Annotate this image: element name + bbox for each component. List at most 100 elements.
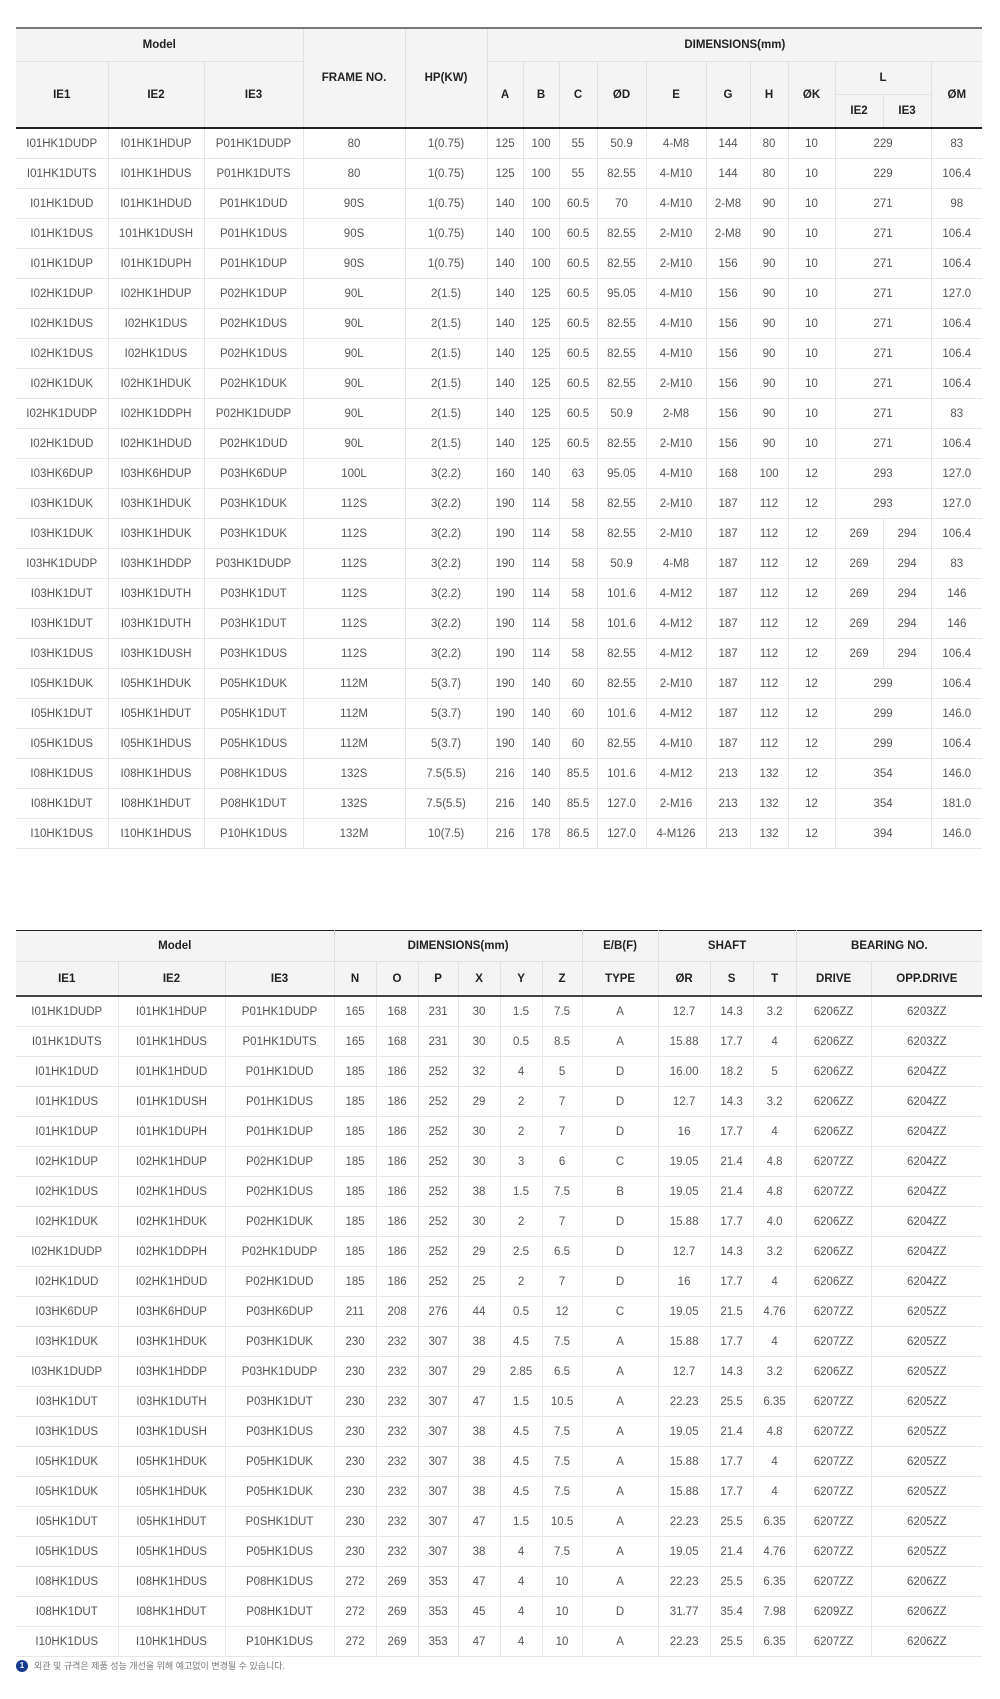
cell-o: 186 <box>375 1176 419 1207</box>
cell-b: 114 <box>522 578 560 609</box>
table-row: I05HK1DUT I05HK1HDUT P0SHK1DUT 230 232 307 47 1… <box>16 1506 983 1537</box>
cell-m: 181.0 <box>930 788 983 819</box>
cell-b: 140 <box>522 728 560 759</box>
cell-type: D <box>581 1056 659 1087</box>
cell-drive: 6206ZZ <box>795 1026 872 1057</box>
cell-o: 269 <box>375 1596 419 1627</box>
cell-ie2: I08HK1HDUT <box>117 1596 226 1627</box>
cell-y: 0.5 <box>499 1296 543 1327</box>
cell-opp-drive: 6206ZZ <box>870 1566 983 1597</box>
cell-ie1: I02HK1DUDP <box>16 1236 119 1267</box>
cell-g: 156 <box>705 368 751 399</box>
cell-b: 114 <box>522 548 560 579</box>
table-row: I01HK1DUTS I01HK1HDUS P01HK1DUTS 165 168 231 3… <box>16 1026 983 1057</box>
cell-h: 80 <box>749 127 789 159</box>
cell-ie3: P02HK1DUS <box>224 1176 335 1207</box>
cell-s: 21.5 <box>709 1296 754 1327</box>
table-row: I08HK1DUS I08HK1HDUS P08HK1DUS 272 269 353 47 4… <box>16 1566 983 1597</box>
cell-c: 60.5 <box>558 188 598 219</box>
cell-m: 106.4 <box>930 308 983 339</box>
cell-l: 271 <box>834 428 932 459</box>
cell-e: 4-M10 <box>645 188 707 219</box>
cell-r: 16.00 <box>657 1056 711 1087</box>
cell-a: 190 <box>486 548 524 579</box>
cell-g: 2-M8 <box>705 188 751 219</box>
header-frame-no: FRAME NO. <box>302 28 406 129</box>
cell-t: 4.8 <box>752 1146 797 1177</box>
header-y: Y <box>499 961 543 997</box>
cell-o: 186 <box>375 1056 419 1087</box>
cell-z: 6.5 <box>541 1356 583 1387</box>
cell-z: 7.5 <box>541 1416 583 1447</box>
cell-hp-kw: 3(2.2) <box>404 578 488 609</box>
cell-m: 83 <box>930 127 983 159</box>
cell-a: 190 <box>486 698 524 729</box>
cell-z: 7 <box>541 1266 583 1297</box>
cell-b: 140 <box>522 698 560 729</box>
cell-h: 112 <box>749 698 789 729</box>
table-row: I05HK1DUK I05HK1HDUK P05HK1DUK 112M 5(3.7) 19… <box>16 668 983 699</box>
cell-p: 353 <box>417 1566 459 1597</box>
header-ie2: IE2 <box>117 961 226 997</box>
cell-x: 30 <box>457 1206 501 1237</box>
header-x: X <box>457 961 501 997</box>
cell-c: 58 <box>558 518 598 549</box>
cell-s: 17.7 <box>709 1326 754 1357</box>
cell-r: 19.05 <box>657 1176 711 1207</box>
cell-p: 353 <box>417 1596 459 1627</box>
cell-b: 125 <box>522 398 560 429</box>
cell-ie2: I03HK1HDUK <box>107 488 205 519</box>
cell-type: A <box>581 1476 659 1507</box>
cell-s: 21.4 <box>709 1176 754 1207</box>
cell-k: 12 <box>787 728 836 759</box>
cell-l: 271 <box>834 308 932 339</box>
cell-ie3: P01HK1DUS <box>224 1086 335 1117</box>
cell-d: 82.55 <box>596 638 647 669</box>
cell-ie1: I01HK1DUD <box>16 188 109 219</box>
cell-ie2: I02HK1DDPH <box>107 398 205 429</box>
cell-h: 90 <box>749 368 789 399</box>
cell-e: 2-M10 <box>645 248 707 279</box>
cell-ie3: P03HK1DUK <box>224 1326 335 1357</box>
cell-n: 185 <box>333 1236 377 1267</box>
cell-t: 6.35 <box>752 1566 797 1597</box>
cell-t: 4 <box>752 1026 797 1057</box>
header-eb: E/B(F) <box>581 930 659 962</box>
cell-frame-no: 90L <box>302 368 406 399</box>
cell-y: 4 <box>499 1566 543 1597</box>
cell-ie2: I05HK1HDUK <box>107 668 205 699</box>
cell-ie2: I02HK1DUS <box>107 308 205 339</box>
cell-z: 7 <box>541 1116 583 1147</box>
cell-type: A <box>581 1026 659 1057</box>
cell-type: D <box>581 1116 659 1147</box>
cell-ie3: P03HK1DUT <box>203 578 304 609</box>
cell-l: 299 <box>834 668 932 699</box>
cell-ie1: I02HK1DUP <box>16 278 109 309</box>
cell-t: 5 <box>752 1056 797 1087</box>
cell-c: 58 <box>558 608 598 639</box>
cell-n: 165 <box>333 995 377 1027</box>
header-hp-kw: HP(KW) <box>404 28 488 129</box>
cell-type: D <box>581 1206 659 1237</box>
cell-ie3: P05HK1DUK <box>224 1446 335 1477</box>
cell-n: 230 <box>333 1476 377 1507</box>
cell-ie1: I01HK1DUDP <box>16 127 109 159</box>
cell-z: 6.5 <box>541 1236 583 1267</box>
cell-z: 7.5 <box>541 1476 583 1507</box>
cell-frame-no: 90L <box>302 428 406 459</box>
cell-ie3: P08HK1DUS <box>203 758 304 789</box>
cell-x: 29 <box>457 1356 501 1387</box>
cell-l-ie3: 294 <box>882 578 932 609</box>
table-row: I03HK1DUK I03HK1HDUK P03HK1DUK 112S 3(2.2) 19… <box>16 518 983 549</box>
header-d: ØD <box>596 61 647 129</box>
cell-x: 44 <box>457 1296 501 1327</box>
cell-n: 230 <box>333 1326 377 1357</box>
cell-k: 12 <box>787 488 836 519</box>
cell-g: 168 <box>705 458 751 489</box>
cell-frame-no: 132S <box>302 758 406 789</box>
cell-t: 4.76 <box>752 1296 797 1327</box>
cell-a: 140 <box>486 338 524 369</box>
cell-ie2: I03HK1DUTH <box>107 608 205 639</box>
cell-y: 3 <box>499 1146 543 1177</box>
cell-ie1: I02HK1DUP <box>16 1146 119 1177</box>
